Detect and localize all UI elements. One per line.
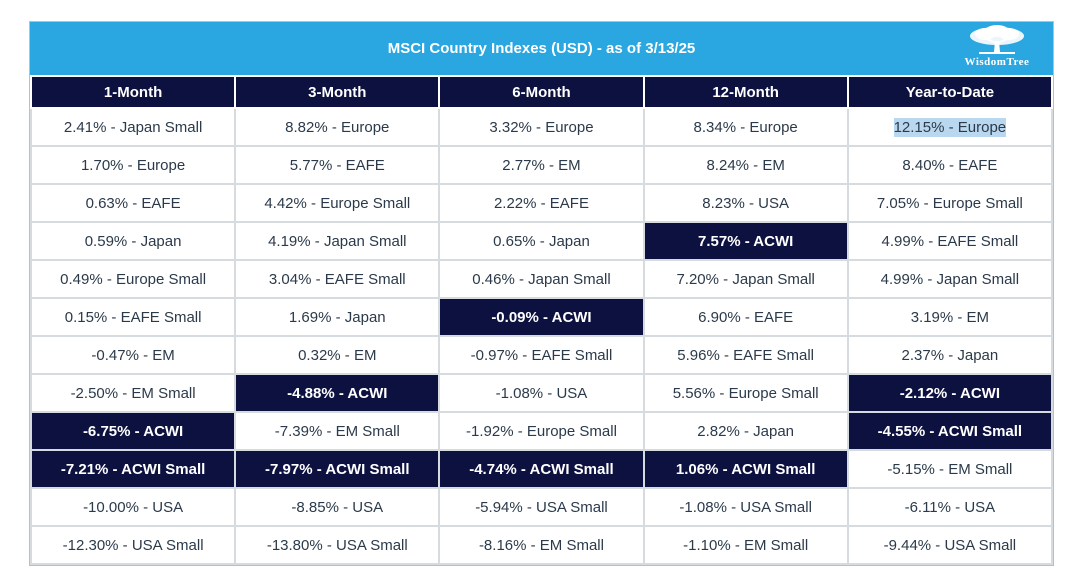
table-row: 0.63% - EAFE 4.42% - Europe Small 2.22% - … [29,183,1054,223]
title-banner: MSCI Country Indexes (USD) - as of 3/13/… [30,22,1053,75]
table-cell: -7.21% - ACWI Small [29,449,237,489]
table-cell: 1.69% - Japan [234,297,441,337]
table-row: -2.50% - EM Small -4.88% - ACWI -1.08% - U… [29,373,1054,413]
page-title: MSCI Country Indexes (USD) - as of 3/13/… [387,40,696,57]
table-cell: -2.12% - ACWI [846,373,1054,413]
table-row: -6.75% - ACWI -7.39% - EM Small -1.92% - E… [29,411,1054,451]
table-cell: 8.40% - EAFE [846,145,1054,185]
table-cell: 0.15% - EAFE Small [29,297,237,337]
table-cell: 0.65% - Japan [438,221,645,261]
table-cell: 4.99% - EAFE Small [846,221,1054,261]
table-cell: -1.10% - EM Small [642,525,849,565]
table-cell: 7.57% - ACWI [642,221,849,261]
table-cell: 8.34% - Europe [642,107,849,147]
table-cell: 7.05% - Europe Small [846,183,1054,223]
table-row: 0.49% - Europe Small 3.04% - EAFE Small 0.… [29,259,1054,299]
column-header-year-to-date: Year-to-Date [846,75,1054,109]
table-cell: -7.39% - EM Small [234,411,441,451]
table-cell: 8.23% - USA [642,183,849,223]
table-cell: -1.92% - Europe Small [438,411,645,451]
logo-text: WisdomTree [964,56,1030,68]
table-row: 2.41% - Japan Small 8.82% - Europe 3.32% -… [29,107,1054,147]
table-cell: 7.20% - Japan Small [642,259,849,299]
table-cell: 0.63% - EAFE [29,183,237,223]
table-cell: 5.96% - EAFE Small [642,335,849,375]
table-cell: -0.97% - EAFE Small [438,335,645,375]
table-cell: -5.94% - USA Small [438,487,645,527]
table-row: -0.47% - EM 0.32% - EM -0.97% - EAFE Small… [29,335,1054,375]
table-row: -10.00% - USA -8.85% - USA -5.94% - USA Sm… [29,487,1054,527]
table-cell: -7.97% - ACWI Small [234,449,441,489]
table-cell: -4.55% - ACWI Small [846,411,1054,451]
table-cell: -8.85% - USA [234,487,441,527]
table-cell: 0.46% - Japan Small [438,259,645,299]
table-cell: -6.75% - ACWI [29,411,237,451]
tree-icon [970,25,1024,54]
table-row: 0.59% - Japan 4.19% - Japan Small 0.65% - … [29,221,1054,261]
column-header-3-month: 3-Month [234,75,441,109]
table-cell: 2.37% - Japan [846,335,1054,375]
table-cell: 3.32% - Europe [438,107,645,147]
table-cell: 5.56% - Europe Small [642,373,849,413]
table-cell: 4.42% - Europe Small [234,183,441,223]
table-cell: 2.41% - Japan Small [29,107,237,147]
table-cell: -8.16% - EM Small [438,525,645,565]
column-header-1-month: 1-Month [29,75,237,109]
table-cell: -4.88% - ACWI [234,373,441,413]
table-cell: 2.82% - Japan [642,411,849,451]
selected-text: 12.15% - Europe [893,117,1007,137]
table-cell: -0.09% - ACWI [438,297,645,337]
table-cell: 5.77% - EAFE [234,145,441,185]
table-row: -7.21% - ACWI Small -7.97% - ACWI Small -4… [29,449,1054,489]
returns-table: 1-Month 3-Month 6-Month 12-Month Year-to… [29,75,1054,565]
table-cell: 4.19% - Japan Small [234,221,441,261]
table-cell: 0.59% - Japan [29,221,237,261]
table-cell: 12.15% - Europe [846,107,1054,147]
table-row: 0.15% - EAFE Small 1.69% - Japan -0.09% - … [29,297,1054,337]
wisdomtree-logo: WisdomTree [947,25,1047,73]
table-cell: -2.50% - EM Small [29,373,237,413]
column-header-6-month: 6-Month [438,75,645,109]
column-header-12-month: 12-Month [642,75,849,109]
table-cell: 2.22% - EAFE [438,183,645,223]
table-cell: -1.08% - USA Small [642,487,849,527]
table-cell: -12.30% - USA Small [29,525,237,565]
table-cell: -5.15% - EM Small [846,449,1054,489]
table-cell: -9.44% - USA Small [846,525,1054,565]
table-cell: 3.04% - EAFE Small [234,259,441,299]
header-row: 1-Month 3-Month 6-Month 12-Month Year-to… [29,75,1054,109]
table-row: 1.70% - Europe 5.77% - EAFE 2.77% - EM 8.24… [29,145,1054,185]
table-cell: 0.32% - EM [234,335,441,375]
table-cell: -10.00% - USA [29,487,237,527]
table-cell: 6.90% - EAFE [642,297,849,337]
table-cell: -1.08% - USA [438,373,645,413]
table-cell: 8.82% - Europe [234,107,441,147]
table-cell: 8.24% - EM [642,145,849,185]
table-cell: -4.74% - ACWI Small [438,449,645,489]
table-frame: MSCI Country Indexes (USD) - as of 3/13/… [29,21,1054,566]
table-cell: 1.70% - Europe [29,145,237,185]
table-cell: -13.80% - USA Small [234,525,441,565]
table-cell: 2.77% - EM [438,145,645,185]
table-cell: -0.47% - EM [29,335,237,375]
table-cell: 3.19% - EM [846,297,1054,337]
table-cell: -6.11% - USA [846,487,1054,527]
table-row: -12.30% - USA Small -13.80% - USA Small -8… [29,525,1054,565]
table-cell: 4.99% - Japan Small [846,259,1054,299]
table-cell: 0.49% - Europe Small [29,259,237,299]
table-cell: 1.06% - ACWI Small [642,449,849,489]
